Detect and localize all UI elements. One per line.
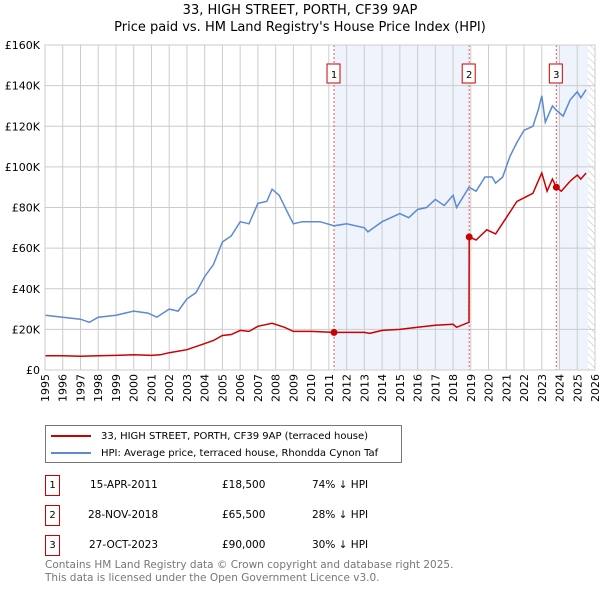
x-tick-label: 2022 bbox=[518, 374, 531, 402]
x-tick-label: 1996 bbox=[57, 374, 70, 402]
x-tick-label: 2019 bbox=[465, 374, 478, 402]
sale-row: 2 28-NOV-2018 £65,500 28% ↓ HPI bbox=[45, 505, 445, 526]
legend-item-hpi: HPI: Average price, terraced house, Rhon… bbox=[51, 445, 378, 461]
x-tick-label: 2015 bbox=[394, 374, 407, 402]
legend-swatch-red bbox=[51, 435, 91, 437]
x-tick-label: 2004 bbox=[199, 374, 212, 402]
x-tick-label: 2008 bbox=[270, 374, 283, 402]
y-tick-label: £160K bbox=[5, 39, 41, 52]
sale-badge: 3 bbox=[45, 535, 60, 556]
hpi-series-line bbox=[44, 89, 587, 324]
x-tick-label: 1995 bbox=[39, 374, 52, 402]
chart-subtitle: Price paid vs. HM Land Registry's House … bbox=[114, 20, 486, 35]
plot-area: 1995 1996 1997 1998 1999 2000 2001 2002 2003 2004… bbox=[5, 39, 600, 402]
sale-label: 2 bbox=[466, 70, 472, 81]
sale-date: 28-NOV-2018 bbox=[88, 509, 159, 521]
sale-row: 3 27-OCT-2023 £90,000 30% ↓ HPI bbox=[45, 535, 445, 556]
y-tick-label: £20K bbox=[12, 323, 41, 336]
x-tick-label: 2006 bbox=[234, 374, 247, 402]
y-tick-label: £0 bbox=[26, 364, 40, 377]
sale-hpi-diff: 28% ↓ HPI bbox=[312, 509, 369, 521]
x-tick-label: 2009 bbox=[287, 374, 300, 402]
x-tick-label: 2005 bbox=[216, 374, 229, 402]
x-tick-label: 2023 bbox=[536, 374, 549, 402]
x-tick-label: 2000 bbox=[128, 374, 141, 402]
x-tick-label: 2018 bbox=[447, 374, 460, 402]
sale-label-box bbox=[326, 63, 341, 84]
x-tick-label: 2026 bbox=[589, 374, 600, 402]
x-tick-label: 2016 bbox=[412, 374, 425, 402]
x-tick-label: 2003 bbox=[181, 374, 194, 402]
legend-swatch-blue bbox=[51, 452, 91, 454]
legend-label: 33, HIGH STREET, PORTH, CF39 9AP (terrac… bbox=[101, 430, 369, 442]
sale-badge: 1 bbox=[45, 475, 60, 496]
x-tick-label: 2021 bbox=[500, 374, 513, 402]
sale-point bbox=[465, 233, 473, 241]
sale-price: £18,500 bbox=[222, 479, 266, 491]
sale-price: £90,000 bbox=[222, 539, 266, 551]
y-tick-label: £140K bbox=[5, 80, 41, 93]
footer-copyright: Contains HM Land Registry data © Crown c… bbox=[45, 559, 454, 571]
sale-date: 27-OCT-2023 bbox=[89, 539, 158, 551]
sale-hpi-diff: 74% ↓ HPI bbox=[312, 479, 369, 491]
footer-licence: This data is licensed under the Open Gov… bbox=[45, 572, 380, 584]
x-tick-label: 2010 bbox=[305, 374, 318, 402]
chart-title: 33, HIGH STREET, PORTH, CF39 9AP bbox=[182, 3, 418, 18]
x-tick-label: 2014 bbox=[376, 374, 389, 402]
x-tick-label: 2025 bbox=[571, 374, 584, 402]
legend-label: HPI: Average price, terraced house, Rhon… bbox=[101, 447, 379, 459]
sale-hpi-diff: 30% ↓ HPI bbox=[312, 539, 369, 551]
x-tick-label: 2002 bbox=[163, 374, 176, 402]
sale-price: £65,500 bbox=[222, 509, 266, 521]
x-tick-label: 2007 bbox=[252, 374, 265, 402]
plot-border bbox=[44, 44, 596, 371]
sale-label: 1 bbox=[331, 70, 337, 81]
x-tick-label: 1997 bbox=[74, 374, 87, 402]
x-tick-label: 2020 bbox=[483, 374, 496, 402]
x-tick-label: 1998 bbox=[92, 374, 105, 402]
sale-date: 15-APR-2011 bbox=[90, 479, 158, 491]
sale-label: 3 bbox=[553, 70, 559, 81]
sale-row: 1 15-APR-2011 £18,500 74% ↓ HPI bbox=[45, 475, 445, 496]
y-tick-label: £120K bbox=[5, 120, 41, 133]
sale-badge: 2 bbox=[45, 505, 60, 526]
x-tick-label: 2012 bbox=[341, 374, 354, 402]
x-tick-label: 2013 bbox=[358, 374, 371, 402]
y-tick-label: £40K bbox=[12, 283, 41, 296]
sale-point bbox=[552, 183, 560, 191]
sale-label-box bbox=[461, 63, 476, 84]
y-tick-label: £100K bbox=[5, 161, 41, 174]
x-tick-label: 1999 bbox=[110, 374, 123, 402]
sale-point bbox=[330, 328, 338, 336]
y-tick-label: £80K bbox=[12, 202, 41, 215]
x-tick-label: 2024 bbox=[554, 374, 567, 402]
legend-item-property: 33, HIGH STREET, PORTH, CF39 9AP (terrac… bbox=[51, 428, 368, 444]
y-tick-label: £60K bbox=[12, 242, 41, 255]
legend: 33, HIGH STREET, PORTH, CF39 9AP (terrac… bbox=[45, 425, 402, 463]
property-series-line bbox=[45, 170, 587, 357]
sale-label-box bbox=[548, 63, 563, 84]
x-tick-label: 2017 bbox=[429, 374, 442, 402]
x-tick-label: 2001 bbox=[145, 374, 158, 402]
x-tick-label: 2011 bbox=[323, 374, 336, 402]
